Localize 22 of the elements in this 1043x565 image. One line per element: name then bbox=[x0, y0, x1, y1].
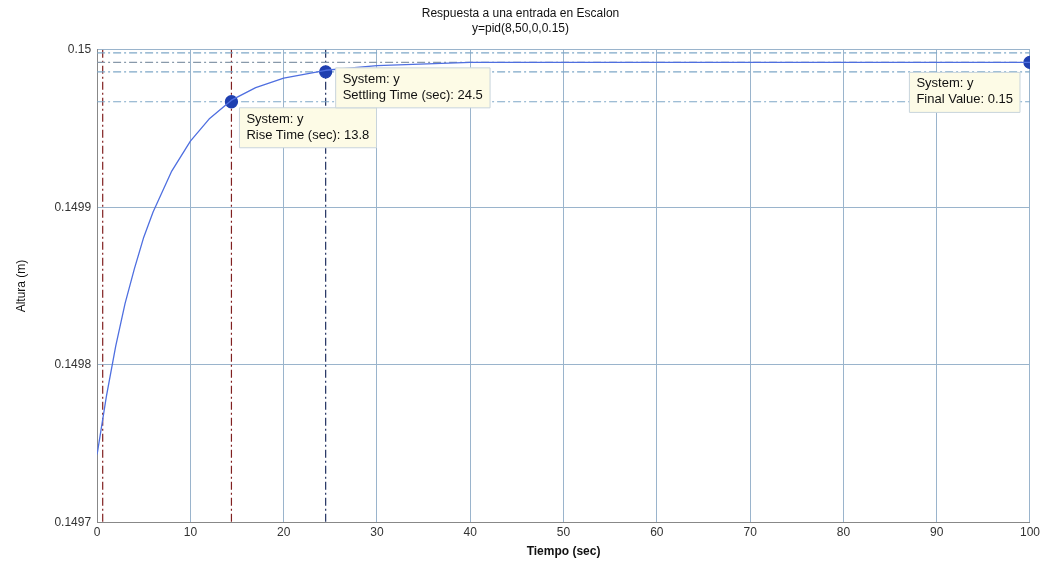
x-tick-label: 60 bbox=[650, 524, 664, 539]
y-tick-label: 0.1499 bbox=[54, 199, 92, 214]
x-tick-label: 10 bbox=[183, 524, 198, 539]
y-tick-label: 0.1498 bbox=[54, 357, 92, 372]
x-tick-label: 80 bbox=[836, 524, 851, 539]
y-tick-label: 0.15 bbox=[67, 42, 92, 57]
x-tick-label: 100 bbox=[1019, 524, 1041, 539]
chart-subtitle: y=pid(8,50,0,0.15) bbox=[471, 20, 570, 35]
x-tick-label: 70 bbox=[743, 524, 758, 539]
x-tick-label: 20 bbox=[277, 524, 291, 539]
x-tick-label: 0 bbox=[93, 524, 101, 539]
x-tick-label: 40 bbox=[463, 524, 478, 539]
x-tick-label: 50 bbox=[556, 524, 571, 539]
x-tick-label: 30 bbox=[370, 524, 384, 539]
y-axis-title: Altura (m) bbox=[13, 259, 28, 313]
annotation: System: y Rise Time (sec): 13.8 bbox=[246, 110, 370, 142]
chart-title: Respuesta a una entrada en Escalon bbox=[421, 5, 620, 20]
y-tick-label: 0.1497 bbox=[54, 514, 92, 529]
annotation: System: y Final Value: 0.15 bbox=[916, 75, 1013, 107]
x-axis-title: Tiempo (sec) bbox=[526, 544, 601, 559]
annotation: System: y Settling Time (sec): 24.5 bbox=[342, 70, 483, 102]
x-tick-label: 90 bbox=[930, 524, 944, 539]
